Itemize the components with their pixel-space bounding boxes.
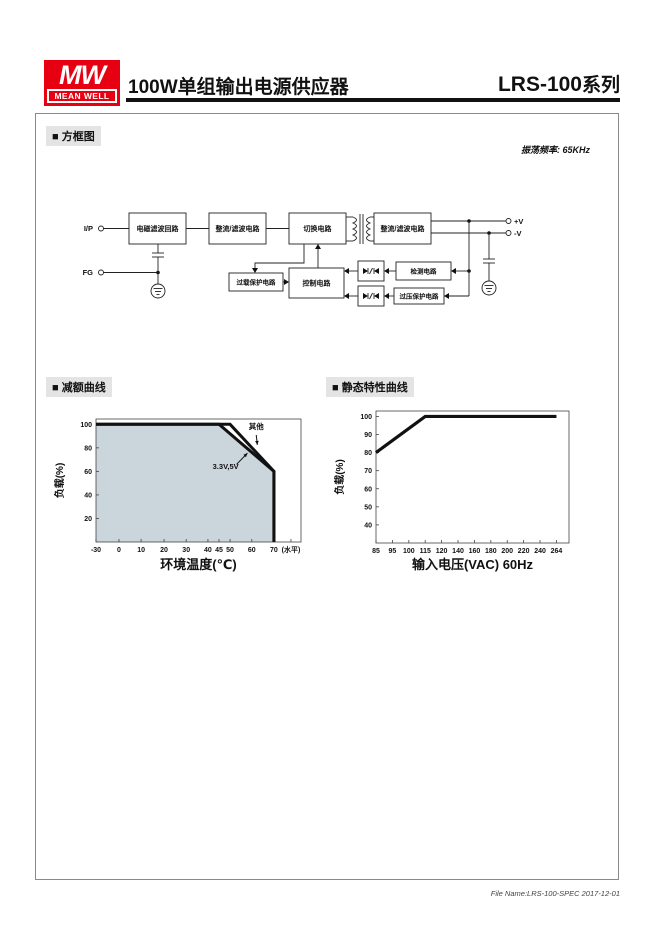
svg-text:20: 20 — [84, 516, 92, 523]
svg-text:220: 220 — [518, 548, 530, 555]
svg-text:控制电路: 控制电路 — [303, 279, 332, 288]
svg-text:120: 120 — [436, 548, 448, 555]
svg-text:负载(%): 负载(%) — [53, 463, 66, 499]
svg-text:240: 240 — [534, 548, 546, 555]
svg-text:160: 160 — [469, 548, 481, 555]
svg-text:80: 80 — [364, 450, 372, 457]
oscillation-frequency-note: 振荡频率: 65KHz — [520, 145, 590, 155]
svg-text:60: 60 — [364, 486, 372, 493]
svg-text:环境温度(℃): 环境温度(℃) — [160, 557, 236, 572]
svg-text:45: 45 — [215, 547, 223, 554]
svg-text:200: 200 — [501, 548, 513, 555]
svg-text:20: 20 — [160, 547, 168, 554]
block-emi-filter: 电磁滤波回路 — [128, 212, 187, 245]
svg-text:100: 100 — [80, 422, 92, 429]
terminal-fg-node — [98, 269, 104, 276]
block-overvoltage-protection: 过压保护电路 — [393, 287, 445, 305]
svg-text:整流/滤波电路: 整流/滤波电路 — [380, 224, 426, 233]
svg-text:140: 140 — [452, 548, 464, 555]
block-switching: 切换电路 — [288, 212, 347, 245]
section-derating-curve: ■ 减额曲线 — [46, 377, 112, 397]
svg-text:70: 70 — [270, 547, 278, 554]
terminal-vplus-node — [505, 218, 512, 224]
svg-text:100: 100 — [403, 548, 415, 555]
terminal-vminus-node — [505, 230, 512, 236]
block-control: 控制电路 — [288, 267, 345, 299]
svg-text:3.3V,5V: 3.3V,5V — [213, 462, 239, 471]
terminal-vminus-label: -V — [514, 229, 522, 238]
svg-text:10: 10 — [137, 547, 145, 554]
svg-text:40: 40 — [204, 547, 212, 554]
terminal-fg-label: FG — [83, 268, 94, 277]
series-title: LRS-100系列 — [498, 70, 620, 97]
block-rectifier-filter-in: 整流/滤波电路 — [208, 212, 267, 245]
block-overload-protection: 过载保护电路 — [228, 272, 284, 292]
ground-icon — [481, 280, 497, 296]
optocoupler-icon — [357, 285, 385, 307]
section-static-curve: ■ 静态特性曲线 — [326, 377, 414, 397]
svg-text:-30: -30 — [91, 547, 101, 554]
svg-text:70: 70 — [364, 468, 372, 475]
svg-text:180: 180 — [485, 548, 497, 555]
svg-text:(水平): (水平) — [282, 545, 301, 554]
svg-text:115: 115 — [420, 548, 431, 555]
svg-text:过载保护电路: 过载保护电路 — [237, 278, 277, 287]
section-block-diagram: ■ 方框图 — [46, 126, 101, 146]
svg-text:100: 100 — [360, 414, 372, 421]
svg-text:40: 40 — [84, 492, 92, 499]
svg-text:切换电路: 切换电路 — [304, 224, 333, 233]
ground-icon — [150, 283, 166, 299]
svg-text:60: 60 — [248, 547, 256, 554]
svg-text:95: 95 — [389, 548, 397, 555]
static-characteristic-chart: 85 95 100 115 120 140 160 180 200 220 240 264 40 50 60… — [333, 410, 570, 572]
svg-text:40: 40 — [364, 522, 372, 529]
optocoupler-icon — [357, 260, 385, 282]
block-detection: 检测电路 — [395, 261, 452, 281]
block-diagram: I/P 电磁滤波回路 整流/滤波电路 切换电路 — [83, 212, 523, 307]
svg-text:85: 85 — [372, 548, 380, 555]
svg-text:输入电压(VAC) 60Hz: 输入电压(VAC) 60Hz — [412, 557, 534, 572]
series-model: LRS-100 — [497, 73, 582, 96]
svg-text:90: 90 — [364, 432, 372, 439]
terminal-input-node — [98, 225, 104, 232]
svg-text:其他: 其他 — [249, 421, 264, 431]
svg-text:80: 80 — [84, 445, 92, 452]
svg-text:50: 50 — [226, 547, 234, 554]
header-underline — [126, 98, 620, 102]
transformer-icon — [346, 214, 374, 244]
svg-text:过压保护电路: 过压保护电路 — [400, 292, 440, 301]
series-suffix: 系列 — [581, 75, 620, 96]
block-rectifier-filter-out: 整流/滤波电路 — [373, 212, 432, 245]
svg-text:264: 264 — [551, 548, 563, 555]
svg-text:30: 30 — [182, 547, 190, 554]
terminal-input-label: I/P — [84, 224, 93, 233]
svg-text:电磁滤波回路: 电磁滤波回路 — [137, 224, 180, 233]
svg-text:50: 50 — [364, 504, 372, 511]
footer-file-info: File Name:LRS-100-SPEC 2017-12-01 — [490, 889, 620, 898]
svg-text:整流/滤波电路: 整流/滤波电路 — [215, 224, 261, 233]
svg-text:检测电路: 检测电路 — [411, 267, 438, 276]
terminal-vplus-label: +V — [514, 217, 523, 226]
logo-brand-text: MEAN WELL — [47, 89, 117, 103]
content-frame: ■ 方框图 振荡频率: 65KHz I/P 电磁滤波回路 整流/滤波电路 — [35, 113, 619, 880]
svg-text:60: 60 — [84, 469, 92, 476]
meanwell-logo: MW MEAN WELL — [44, 60, 120, 106]
svg-text:0: 0 — [117, 547, 121, 554]
page-title: 100W单组输出电源供应器 — [128, 77, 349, 98]
logo-mw-text: MW — [59, 60, 106, 90]
svg-text:负载(%): 负载(%) — [333, 459, 346, 495]
